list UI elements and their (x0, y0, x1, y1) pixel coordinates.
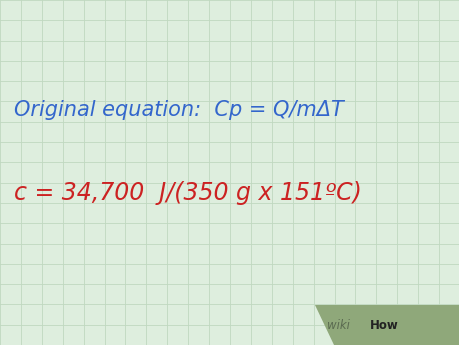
Text: wiki: wiki (326, 319, 349, 332)
Text: Original equation:  Cp = Q/mΔT: Original equation: Cp = Q/mΔT (14, 100, 343, 120)
Polygon shape (314, 305, 459, 345)
Text: c = 34,700  J/(350 g x 151ºC): c = 34,700 J/(350 g x 151ºC) (14, 181, 361, 205)
Text: How: How (369, 319, 397, 332)
